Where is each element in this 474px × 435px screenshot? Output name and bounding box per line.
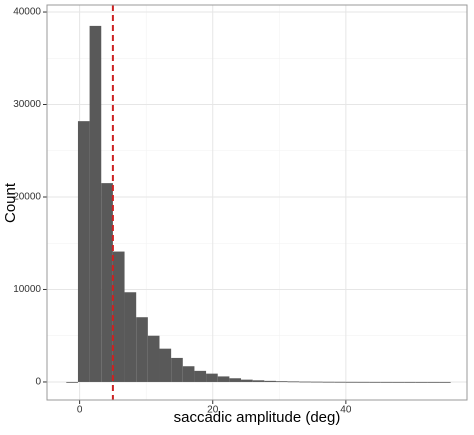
y-tick-label: 30000	[13, 99, 41, 110]
x-tick-label: 0	[77, 405, 83, 416]
bar	[439, 381, 451, 383]
bar	[77, 121, 90, 382]
bar	[357, 381, 370, 383]
bar	[334, 381, 346, 383]
bar	[310, 381, 323, 383]
bar	[206, 373, 218, 382]
bar	[275, 381, 288, 383]
bar	[66, 381, 78, 383]
y-tick-label: 0	[35, 377, 41, 388]
x-tick-label: 40	[340, 405, 352, 416]
bar	[345, 381, 358, 383]
y-tick-label: 20000	[13, 192, 41, 203]
x-axis-title: saccadic amplitude (deg)	[174, 409, 341, 426]
bar	[136, 317, 148, 382]
bar	[147, 335, 160, 382]
bar	[427, 381, 440, 383]
x-tick-label: 20	[207, 405, 219, 416]
bar	[171, 357, 183, 382]
bar	[182, 366, 195, 382]
bar	[380, 381, 393, 383]
bar	[415, 381, 428, 383]
bar	[241, 379, 253, 382]
bar	[124, 292, 137, 382]
y-tick-label: 10000	[13, 284, 41, 295]
bar	[89, 25, 102, 382]
bar	[159, 348, 172, 382]
bar	[392, 381, 405, 383]
y-tick-label: 40000	[13, 7, 41, 18]
bar	[322, 381, 335, 383]
bar	[287, 381, 300, 383]
bar	[217, 376, 230, 382]
bar	[252, 380, 265, 382]
bar	[112, 251, 125, 382]
plot-border	[46, 4, 468, 401]
bar	[369, 381, 381, 383]
bar	[194, 370, 207, 382]
y-axis-title: Count	[2, 182, 19, 223]
bar	[404, 381, 416, 383]
bar	[229, 378, 242, 382]
bar	[264, 380, 276, 382]
bar	[299, 381, 311, 383]
bar	[101, 183, 113, 382]
